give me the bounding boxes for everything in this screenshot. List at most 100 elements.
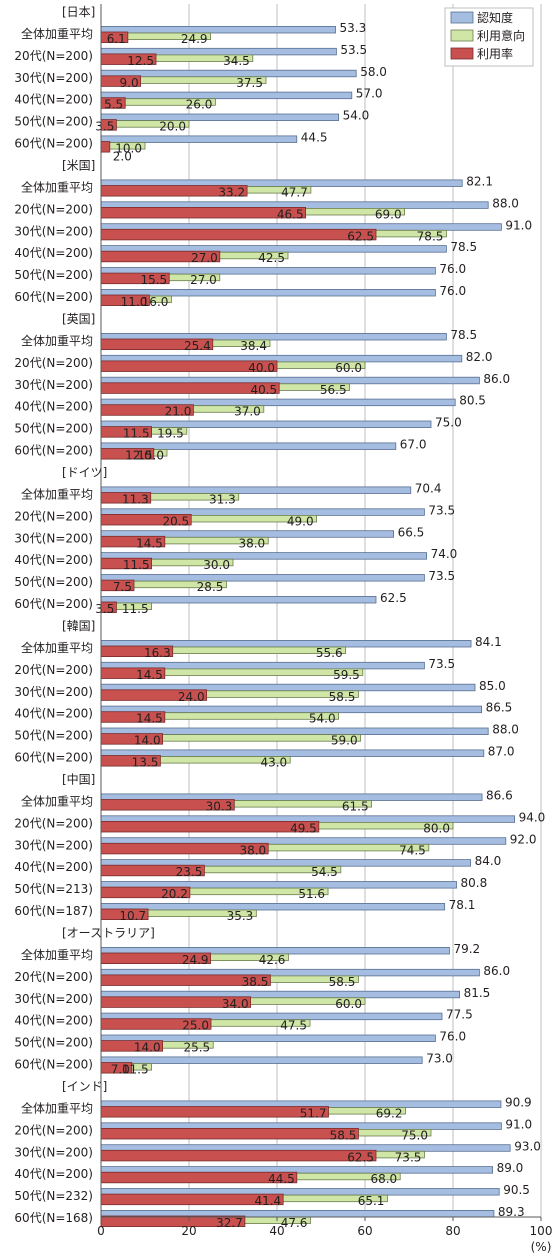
- value-label-awareness: 80.8: [461, 876, 488, 890]
- category-label: 40代(N=200): [14, 400, 93, 414]
- category-label: 30代(N=200): [14, 1145, 93, 1159]
- value-label-awareness: 82.0: [466, 350, 493, 364]
- category-label: 全体加重平均: [21, 333, 93, 348]
- value-label-awareness: 90.9: [505, 1096, 532, 1110]
- value-label-intention: 69.2: [376, 1107, 403, 1121]
- value-label-awareness: 86.0: [483, 372, 510, 386]
- value-label-awareness: 76.0: [439, 262, 466, 276]
- value-label-intention: 47.6: [281, 1216, 308, 1230]
- category-label: 50代(N=200): [14, 422, 93, 436]
- value-label-awareness: 58.0: [360, 65, 387, 79]
- category-label: 60代(N=200): [14, 1058, 93, 1072]
- bar-usage: [100, 1149, 377, 1162]
- value-label-usage: 58.5: [330, 1128, 357, 1142]
- value-label-intention: 43.0: [260, 756, 287, 770]
- value-label-awareness: 73.5: [428, 503, 455, 517]
- value-label-usage: 7.0: [111, 1063, 130, 1077]
- value-label-awareness: 57.0: [356, 87, 383, 101]
- x-tick-label: 60: [357, 1224, 372, 1238]
- group-label: [ドイツ]: [62, 465, 107, 479]
- value-label-awareness: 67.0: [400, 438, 427, 452]
- value-label-usage: 13.5: [132, 756, 159, 770]
- value-label-usage: 11.3: [122, 493, 149, 507]
- category-label: 30代(N=200): [14, 378, 93, 392]
- bar-awareness: [100, 574, 425, 582]
- category-label: 40代(N=200): [14, 553, 93, 567]
- value-label-awareness: 90.5: [503, 1183, 530, 1197]
- value-label-intention: 38.4: [240, 339, 267, 353]
- value-label-awareness: 88.0: [492, 196, 519, 210]
- value-label-usage: 14.0: [134, 1041, 161, 1055]
- group-label: [オーストラリア]: [62, 926, 155, 940]
- value-label-intention: 54.0: [309, 712, 336, 726]
- value-label-awareness: 54.0: [343, 109, 370, 123]
- category-label: 30代(N=200): [14, 838, 93, 852]
- value-label-usage: 20.5: [162, 514, 189, 528]
- value-label-awareness: 86.5: [486, 701, 513, 715]
- value-label-awareness: 53.5: [340, 43, 367, 57]
- value-label-intention: 74.5: [399, 843, 426, 857]
- value-label-intention: 28.5: [197, 580, 224, 594]
- value-label-awareness: 80.5: [459, 394, 486, 408]
- value-label-usage: 11.5: [123, 558, 150, 572]
- category-label: 60代(N=200): [14, 751, 93, 765]
- value-label-usage: 3.5: [95, 120, 114, 134]
- value-label-intention: 37.5: [236, 76, 263, 90]
- category-label: 40代(N=200): [14, 93, 93, 107]
- value-label-awareness: 79.2: [453, 942, 480, 956]
- value-label-awareness: 92.0: [510, 832, 537, 846]
- x-axis-unit: (%): [531, 1240, 552, 1254]
- category-label: 60代(N=187): [14, 904, 93, 918]
- legend-swatch: [450, 11, 474, 24]
- value-label-awareness: 62.5: [380, 591, 407, 605]
- category-label: 40代(N=200): [14, 707, 93, 721]
- value-label-usage: 12.0: [125, 449, 152, 463]
- value-label-intention: 59.0: [331, 734, 358, 748]
- category-label: 全体加重平均: [21, 180, 93, 195]
- category-label: 20代(N=200): [14, 1123, 93, 1137]
- value-label-usage: 30.3: [206, 800, 233, 814]
- value-label-usage: 32.7: [216, 1216, 243, 1230]
- x-tick-label: 0: [97, 1224, 105, 1238]
- value-label-usage: 38.0: [239, 843, 266, 857]
- value-label-intention: 55.6: [316, 646, 343, 660]
- category-label: 30代(N=200): [14, 224, 93, 238]
- category-label: 全体加重平均: [21, 1101, 93, 1116]
- value-label-usage: 49.5: [290, 821, 317, 835]
- category-label: 30代(N=200): [14, 685, 93, 699]
- value-label-intention: 47.7: [281, 186, 308, 200]
- category-label: 60代(N=200): [14, 290, 93, 304]
- value-label-intention: 24.9: [181, 32, 208, 46]
- value-label-intention: 42.6: [259, 953, 286, 967]
- value-label-intention: 68.0: [370, 1172, 397, 1186]
- category-label: 50代(N=200): [14, 575, 93, 589]
- value-label-intention: 60.0: [335, 361, 362, 375]
- value-label-usage: 6.1: [107, 32, 126, 46]
- category-label: 50代(N=200): [14, 729, 93, 743]
- bar-awareness: [100, 113, 340, 121]
- value-label-intention: 54.5: [311, 865, 338, 879]
- value-label-usage: 24.0: [178, 690, 205, 704]
- category-label: 50代(N=200): [14, 268, 93, 282]
- value-label-usage: 33.2: [218, 186, 245, 200]
- value-label-awareness: 89.0: [497, 1161, 524, 1175]
- value-label-awareness: 78.5: [450, 240, 477, 254]
- value-label-usage: 14.0: [134, 734, 161, 748]
- group-label: [インド]: [62, 1079, 107, 1093]
- bar-awareness: [100, 1056, 423, 1064]
- bar-awareness: [100, 91, 353, 100]
- category-label: 40代(N=200): [14, 860, 93, 874]
- category-label: 60代(N=200): [14, 137, 93, 151]
- category-label: 20代(N=200): [14, 202, 93, 216]
- value-label-intention: 31.3: [209, 493, 236, 507]
- value-label-usage: 9.0: [120, 76, 139, 90]
- category-label: 50代(N=213): [14, 882, 93, 896]
- value-label-intention: 20.0: [159, 120, 186, 134]
- x-tick-label: 80: [445, 1224, 460, 1238]
- category-label: 40代(N=200): [14, 1167, 93, 1181]
- value-label-awareness: 78.1: [449, 898, 476, 912]
- value-label-awareness: 84.1: [475, 635, 502, 649]
- value-label-intention: 59.5: [333, 668, 360, 682]
- category-label: 30代(N=200): [14, 531, 93, 545]
